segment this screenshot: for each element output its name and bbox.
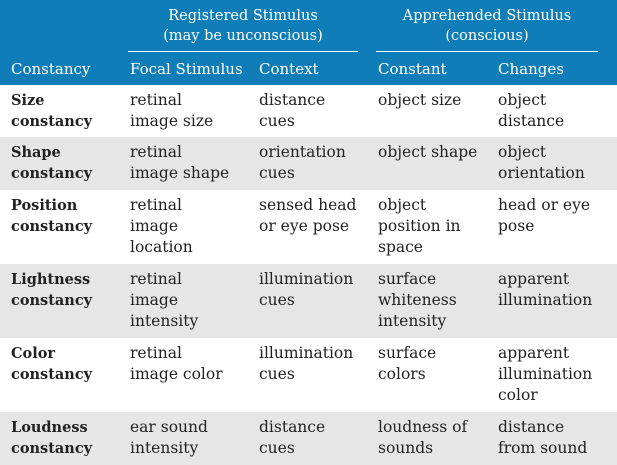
column-header-constancy: Constancy	[11, 60, 91, 78]
cell-context: illumination cues	[259, 344, 354, 383]
cell-constant: loudness of sounds	[378, 418, 468, 457]
cell-focal-stimulus: retinal image size	[130, 91, 214, 130]
group-header-apprehended: Apprehended Stimulus (conscious)	[376, 6, 598, 52]
cell-constant: object shape	[378, 143, 478, 161]
cell-focal-stimulus: retinal image location	[130, 196, 193, 256]
group-rule-registered	[128, 51, 358, 52]
table-row: Position constancy retinal image locatio…	[0, 190, 617, 264]
cell-changes: object distance	[498, 91, 565, 130]
table-row: Size constancy retinal image size distan…	[0, 85, 617, 137]
cell-constancy: Lightness constancy	[11, 271, 93, 309]
cell-changes: object orientation	[498, 143, 585, 182]
cell-constant: surface whiteness intensity	[378, 270, 457, 330]
cell-context: distance cues	[259, 418, 326, 457]
group-header-apprehended-label: Apprehended Stimulus (conscious)	[402, 8, 572, 44]
column-header-context: Context	[259, 60, 319, 78]
cell-constancy: Shape constancy	[11, 144, 93, 182]
cell-context: orientation cues	[259, 143, 346, 182]
table-header: Registered Stimulus (may be unconscious)…	[0, 0, 617, 85]
cell-changes: apparent illumination color	[498, 344, 593, 404]
cell-context: distance cues	[259, 91, 326, 130]
column-header-changes: Changes	[498, 60, 564, 78]
cell-constancy: Color constancy	[11, 345, 93, 383]
table-row: Loudness constancy ear sound intensity d…	[0, 412, 617, 465]
cell-constant: surface colors	[378, 344, 437, 383]
group-header-registered-label: Registered Stimulus (may be unconscious)	[163, 8, 323, 44]
group-rule-apprehended	[376, 51, 598, 52]
cell-constant: object position in space	[378, 196, 461, 256]
group-header-registered: Registered Stimulus (may be unconscious)	[128, 6, 358, 52]
cell-context: illumination cues	[259, 270, 354, 309]
cell-constant: object size	[378, 91, 462, 109]
table-row: Lightness constancy retinal image intens…	[0, 264, 617, 338]
cell-context: sensed head or eye pose	[259, 196, 357, 235]
table-row: Color constancy retinal image color illu…	[0, 338, 617, 412]
table-row: Shape constancy retinal image shape orie…	[0, 137, 617, 190]
cell-focal-stimulus: retinal image shape	[130, 143, 230, 182]
cell-focal-stimulus: retinal image intensity	[130, 270, 199, 330]
column-header-focal-stimulus: Focal Stimulus	[130, 60, 243, 78]
cell-constancy: Position constancy	[11, 197, 93, 235]
cell-constancy: Size constancy	[11, 92, 93, 130]
cell-changes: distance from sound	[498, 418, 588, 457]
cell-changes: apparent illumination	[498, 270, 593, 309]
cell-constancy: Loudness constancy	[11, 419, 93, 457]
cell-changes: head or eye pose	[498, 196, 591, 235]
cell-focal-stimulus: retinal image color	[130, 344, 223, 383]
cell-focal-stimulus: ear sound intensity	[130, 418, 208, 457]
column-header-constant: Constant	[378, 60, 447, 78]
